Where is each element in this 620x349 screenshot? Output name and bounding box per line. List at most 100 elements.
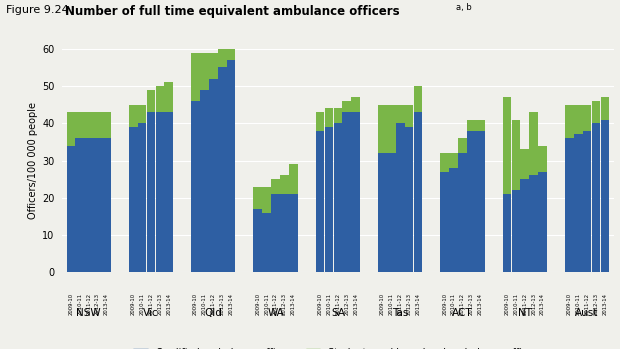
Bar	[218, 49, 226, 67]
Bar	[271, 194, 280, 272]
Text: 2009-10: 2009-10	[505, 293, 510, 315]
Text: 2013-14: 2013-14	[291, 293, 296, 315]
Text: 2013-14: 2013-14	[104, 293, 109, 315]
Bar	[280, 176, 289, 194]
Text: 2013-14: 2013-14	[353, 293, 358, 315]
Text: 2012-13: 2012-13	[407, 293, 412, 315]
Text: 2011-12: 2011-12	[522, 293, 527, 315]
Text: 2012-13: 2012-13	[157, 293, 162, 315]
Bar	[529, 112, 538, 176]
Text: 2010-11: 2010-11	[451, 293, 456, 315]
Text: Number of full time equivalent ambulance officers: Number of full time equivalent ambulance…	[65, 5, 400, 18]
Text: 2011-12: 2011-12	[397, 293, 403, 315]
Bar	[458, 138, 467, 153]
Text: 2010-11: 2010-11	[327, 293, 332, 315]
Bar	[262, 187, 271, 213]
Text: 2013-14: 2013-14	[478, 293, 483, 315]
Text: 2011-12: 2011-12	[273, 293, 278, 315]
Bar	[520, 179, 529, 272]
Text: 2009-10: 2009-10	[442, 293, 447, 315]
Bar	[66, 146, 75, 272]
Bar	[316, 131, 324, 272]
Bar	[591, 101, 600, 123]
Bar	[262, 213, 271, 272]
Bar	[342, 101, 351, 112]
Bar	[583, 105, 591, 131]
Bar	[450, 153, 458, 168]
Bar	[156, 86, 164, 112]
Text: 2010-11: 2010-11	[264, 293, 269, 315]
Bar	[467, 131, 476, 272]
Bar	[138, 105, 146, 123]
Bar	[583, 131, 591, 272]
Bar	[76, 138, 84, 272]
Bar	[538, 146, 547, 172]
Bar	[601, 120, 609, 272]
Bar	[156, 112, 164, 272]
Text: 2012-13: 2012-13	[344, 293, 349, 315]
Bar	[378, 105, 387, 153]
Bar	[191, 53, 200, 101]
Bar	[601, 97, 609, 120]
Bar	[129, 127, 138, 272]
Text: Figure 9.24: Figure 9.24	[6, 5, 76, 15]
Text: 2009-10: 2009-10	[317, 293, 322, 315]
Bar	[378, 153, 387, 272]
Text: 2010-11: 2010-11	[513, 293, 518, 315]
Text: 2009-10: 2009-10	[255, 293, 260, 315]
Bar	[574, 105, 583, 134]
Bar	[191, 101, 200, 272]
Text: 2012-13: 2012-13	[219, 293, 224, 315]
Bar	[218, 67, 226, 272]
Bar	[512, 190, 520, 272]
Bar	[405, 127, 414, 272]
Bar	[84, 138, 93, 272]
Bar	[138, 123, 146, 272]
Bar	[147, 112, 156, 272]
Bar	[209, 53, 218, 79]
Text: 2011-12: 2011-12	[149, 293, 154, 315]
Bar	[164, 82, 173, 112]
Bar	[102, 138, 111, 272]
Bar	[476, 120, 485, 131]
Text: 2009-10: 2009-10	[193, 293, 198, 315]
Bar	[325, 127, 334, 272]
Text: 2012-13: 2012-13	[593, 293, 598, 315]
Bar	[414, 86, 422, 112]
Bar	[574, 134, 583, 272]
Text: 2013-14: 2013-14	[540, 293, 545, 315]
Text: 2013-14: 2013-14	[603, 293, 608, 315]
Text: 2011-12: 2011-12	[585, 293, 590, 315]
Text: 2010-11: 2010-11	[389, 293, 394, 315]
Text: 2009-10: 2009-10	[131, 293, 136, 315]
Bar	[164, 112, 173, 272]
Bar	[227, 60, 236, 272]
Bar	[387, 153, 396, 272]
Bar	[405, 105, 414, 127]
Bar	[129, 105, 138, 127]
Text: 2012-13: 2012-13	[95, 293, 100, 315]
Bar	[352, 112, 360, 272]
Bar	[271, 179, 280, 194]
Text: 2010-11: 2010-11	[78, 293, 82, 315]
Bar	[467, 120, 476, 131]
Bar	[289, 164, 298, 194]
Bar	[396, 105, 405, 123]
Text: 2012-13: 2012-13	[469, 293, 474, 315]
Bar	[102, 112, 111, 138]
Text: 2009-10: 2009-10	[380, 293, 385, 315]
Bar	[387, 105, 396, 153]
Bar	[458, 153, 467, 272]
Text: 2011-12: 2011-12	[335, 293, 340, 315]
Bar	[84, 112, 93, 138]
Text: 2009-10: 2009-10	[68, 293, 73, 315]
Bar	[538, 172, 547, 272]
Bar	[396, 123, 405, 272]
Bar	[147, 90, 156, 112]
Bar	[503, 194, 512, 272]
Legend: Qualified ambulance officers, Students and base level ambulance officers: Qualified ambulance officers, Students a…	[130, 344, 546, 349]
Text: 2011-12: 2011-12	[460, 293, 465, 315]
Bar	[414, 112, 422, 272]
Bar	[565, 138, 574, 272]
Bar	[334, 123, 342, 272]
